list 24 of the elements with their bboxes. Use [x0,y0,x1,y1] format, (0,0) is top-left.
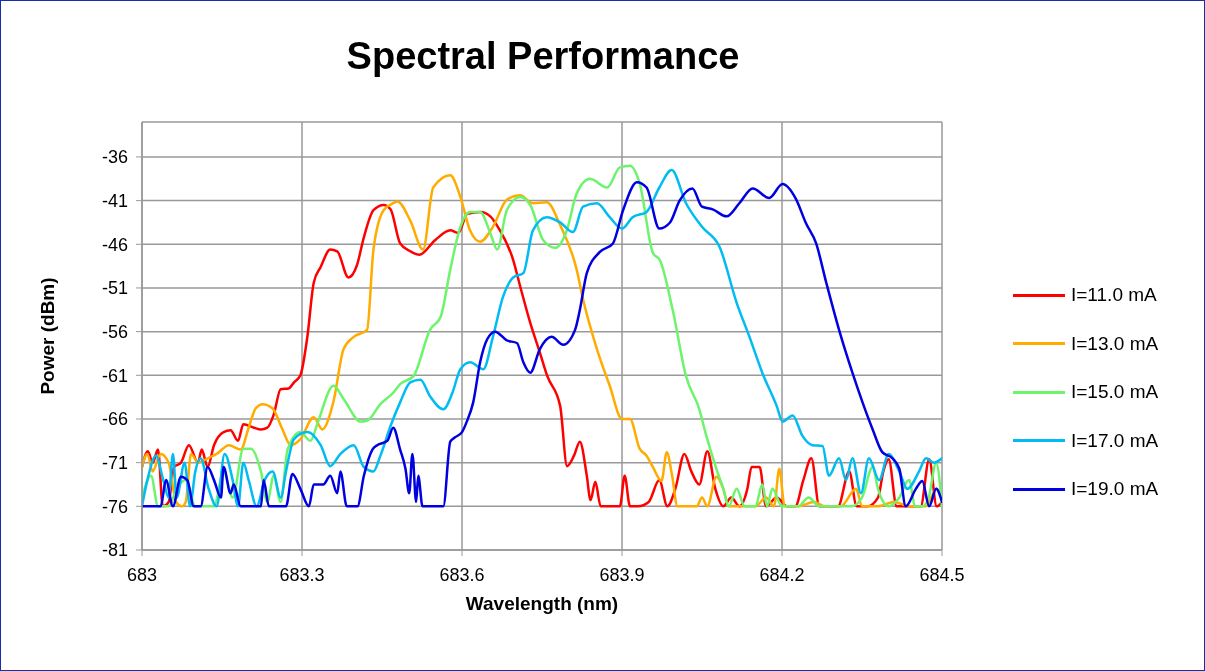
y-tick-label: -36 [101,147,128,168]
y-tick-label: -71 [101,453,128,474]
y-axis-title: Power (dBm) [36,277,58,395]
y-tick-label: -56 [101,322,128,343]
x-tick-label: 684.5 [919,564,965,585]
y-tick-label: -81 [101,540,128,561]
chart-title: Spectral Performance [345,35,741,78]
y-tick-label: -66 [101,409,128,430]
x-tick-label: 683 [126,564,158,585]
y-tick-label: -51 [101,278,128,299]
x-tick-label: 683.9 [599,564,645,585]
legend-label: I=15.0 mA [1071,381,1159,404]
x-tick-label: 683.3 [279,564,325,585]
y-tick-label: -61 [101,365,128,386]
x-axis-title: Wavelength (nm) [465,593,619,614]
y-tick-label: -41 [101,191,128,211]
y-tick-label: -46 [101,234,128,255]
legend-label: I=19.0 mA [1071,478,1159,501]
y-tick-label: -76 [101,496,128,517]
x-tick-label: 683.6 [439,564,485,585]
legend-label: I=13.0 mA [1071,332,1159,355]
x-tick-label: 684.2 [759,564,805,585]
legend-label: I=17.0 mA [1071,429,1159,452]
legend-label: I=11.0 mA [1071,284,1157,307]
